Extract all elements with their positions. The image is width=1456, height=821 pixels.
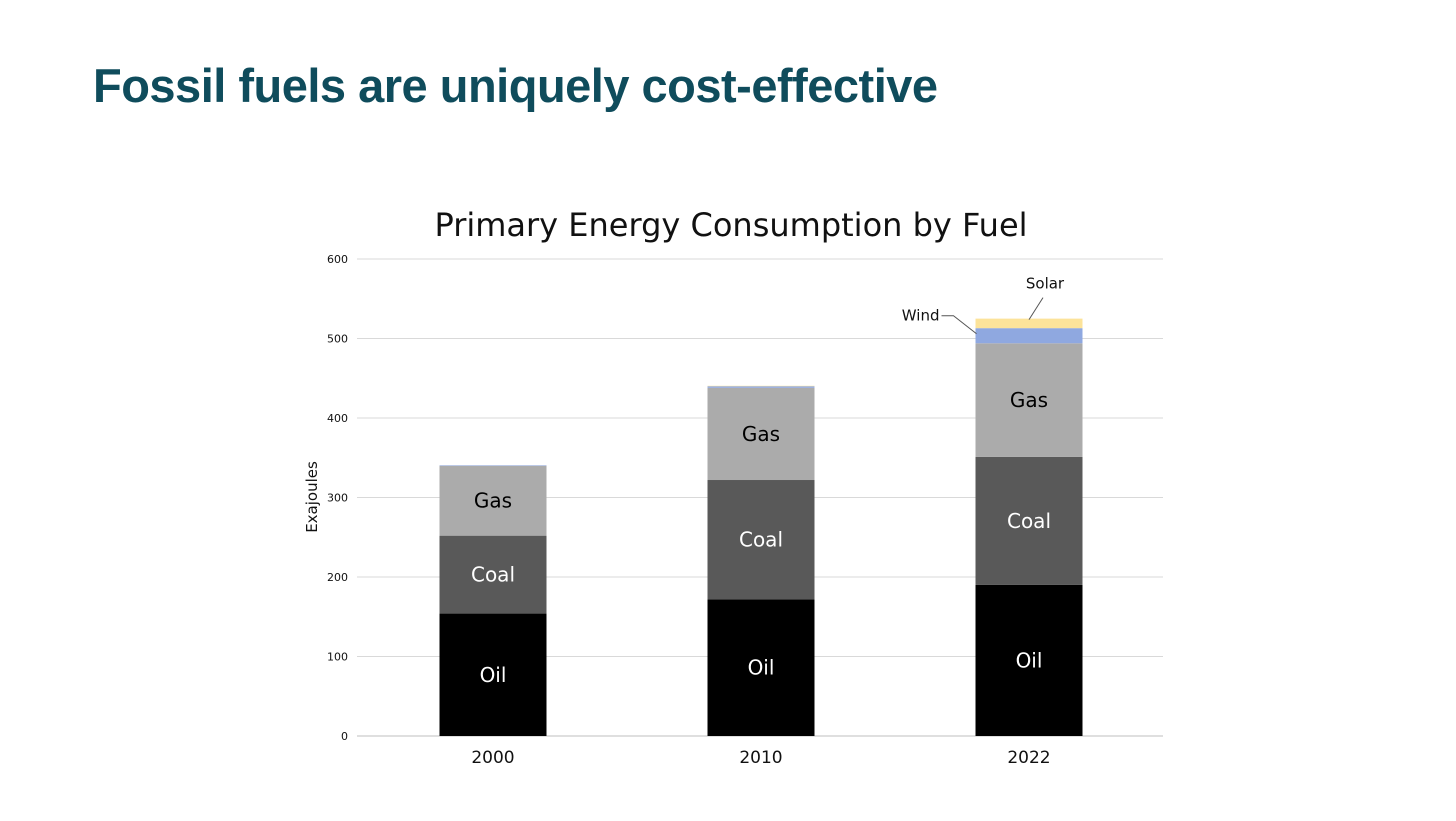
bar-segment-coal bbox=[975, 456, 1083, 585]
bar-segment-oil bbox=[975, 584, 1083, 736]
bars bbox=[439, 318, 1083, 736]
segment-label-oil: Oil bbox=[480, 663, 507, 687]
bar-segment-gas bbox=[439, 465, 547, 536]
segment-label-oil: Oil bbox=[1016, 648, 1043, 672]
slide-title: Fossil fuels are uniquely cost-effective bbox=[93, 59, 938, 112]
segment-label-gas: Gas bbox=[742, 422, 780, 446]
bar-segment-coal bbox=[707, 480, 815, 600]
bar-segment-solar bbox=[975, 318, 1083, 329]
segment-label-coal: Coal bbox=[739, 528, 783, 552]
bar-segment-gas bbox=[707, 387, 815, 481]
bar-segment-oil bbox=[439, 613, 547, 736]
y-tick-label: 600 bbox=[327, 253, 348, 266]
annotation-label-wind: Wind bbox=[902, 307, 940, 325]
x-tick-label: 2022 bbox=[1007, 748, 1050, 768]
bar-segment-oil bbox=[707, 599, 815, 736]
chart-title: Primary Energy Consumption by Fuel bbox=[434, 206, 1027, 244]
y-tick-label: 300 bbox=[327, 492, 348, 505]
annotation-leader-line bbox=[941, 315, 977, 335]
segment-label-gas: Gas bbox=[474, 489, 512, 513]
bar-segment-coal bbox=[439, 535, 547, 614]
bar-segment-wind bbox=[707, 386, 815, 388]
bar-segment-wind bbox=[975, 328, 1083, 344]
annotation-label-solar: Solar bbox=[1026, 275, 1065, 293]
annotations: Wind Solar bbox=[902, 275, 1065, 335]
segment-labels: Oil Coal Gas Oil Coal Gas Oil Coal Gas bbox=[471, 388, 1051, 687]
bar-segment-gas bbox=[975, 343, 1083, 457]
y-tick-label: 200 bbox=[327, 571, 348, 584]
annotation-leader-line bbox=[1028, 297, 1044, 320]
y-tick-label: 100 bbox=[327, 651, 348, 664]
segment-label-oil: Oil bbox=[748, 656, 775, 680]
segment-label-coal: Coal bbox=[1007, 509, 1051, 533]
x-tick-label: 2010 bbox=[739, 748, 782, 768]
segment-label-coal: Coal bbox=[471, 563, 515, 587]
bar-segment-wind bbox=[439, 465, 547, 466]
y-axis-title: Exajoules bbox=[303, 461, 321, 533]
segment-label-gas: Gas bbox=[1010, 388, 1048, 412]
x-tick-label: 2000 bbox=[471, 748, 514, 768]
y-tick-label: 400 bbox=[327, 412, 348, 425]
bar-segment-solar bbox=[707, 385, 815, 387]
y-tick-label: 0 bbox=[341, 730, 348, 743]
y-tick-label: 500 bbox=[327, 333, 348, 346]
